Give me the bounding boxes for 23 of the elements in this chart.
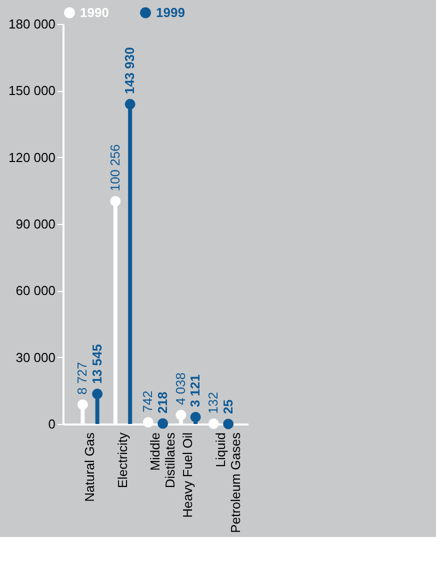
data-label: 143 930 [122, 47, 138, 94]
data-label: 3 121 [188, 374, 203, 408]
y-tick-label: 150 000 [8, 83, 56, 98]
y-tick-label: 30 000 [16, 350, 56, 365]
x-tick-label: Natural Gas [82, 432, 98, 502]
legend-label: 1999 [156, 4, 185, 20]
data-label: 13 545 [89, 344, 104, 384]
data-label: 8 727 [74, 362, 90, 395]
data-label: 4 038 [172, 372, 188, 406]
x-tick-label: Liquid Petroleum Gases [212, 432, 243, 533]
data-label: 218 [154, 392, 170, 414]
data-label: 100 256 [107, 144, 122, 192]
x-tick-label: Electricity [114, 432, 130, 488]
x-tick-label: Middle Distillates [148, 432, 178, 488]
data-label: 25 [220, 399, 236, 414]
y-tick-label: 120 000 [8, 150, 56, 165]
data-label: 132 [206, 392, 221, 414]
x-tick-label: Heavy Fuel Oil [180, 432, 196, 518]
y-tick-label: 180 000 [8, 16, 56, 32]
y-tick-label: 0 [48, 416, 56, 432]
y-tick-label: 60 000 [16, 283, 56, 298]
y-tick-label: 90 000 [16, 216, 56, 232]
data-label: 742 [140, 390, 156, 412]
